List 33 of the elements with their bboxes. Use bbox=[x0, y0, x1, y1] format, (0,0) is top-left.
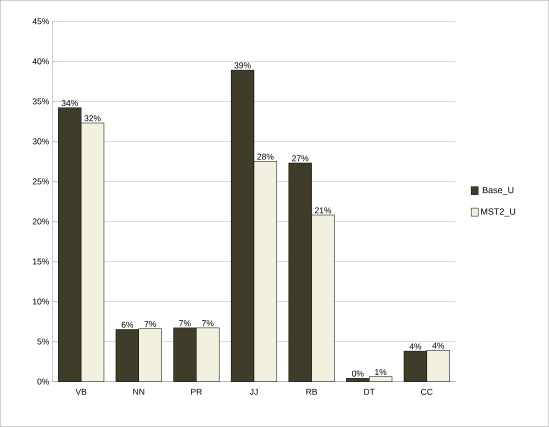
data-label: 39% bbox=[234, 62, 251, 68]
data-label: 32% bbox=[84, 115, 101, 122]
x-tick-label: DT bbox=[364, 388, 375, 395]
data-label: 1% bbox=[375, 369, 386, 376]
y-tick-label: 30% bbox=[32, 138, 50, 144]
x-tick-label: RB bbox=[306, 388, 318, 395]
data-label: 6% bbox=[122, 322, 134, 328]
y-tick-label: 15% bbox=[32, 258, 50, 265]
data-label: 27% bbox=[292, 155, 308, 162]
y-tick-label: 20% bbox=[32, 218, 50, 224]
data-label: 4% bbox=[432, 342, 444, 349]
x-tick-label: JJ bbox=[250, 388, 258, 395]
data-label: 0% bbox=[352, 370, 364, 377]
data-label: 28% bbox=[257, 154, 274, 160]
data-label: 4% bbox=[409, 344, 422, 350]
x-tick-label: VB bbox=[76, 388, 86, 395]
y-tick-label: 25% bbox=[32, 178, 50, 184]
data-label: 7% bbox=[144, 321, 156, 328]
y-tick-label: 5% bbox=[37, 338, 50, 345]
y-tick-label: 10% bbox=[32, 298, 50, 305]
x-tick-label: NN bbox=[133, 388, 144, 395]
data-label: 34% bbox=[62, 100, 78, 106]
data-label: 21% bbox=[314, 207, 332, 214]
y-tick-label: 45% bbox=[32, 18, 50, 24]
legend-label: MST2_U bbox=[481, 208, 516, 216]
x-tick-label: CC bbox=[421, 388, 433, 395]
y-tick-label: 35% bbox=[32, 98, 50, 104]
y-tick-label: 0% bbox=[37, 378, 50, 385]
legend-label: Base_U bbox=[482, 187, 514, 195]
x-tick-label: PR bbox=[191, 388, 202, 395]
y-tick-label: 40% bbox=[32, 58, 50, 64]
data-label: 7% bbox=[179, 320, 191, 326]
data-label: 7% bbox=[202, 320, 214, 326]
